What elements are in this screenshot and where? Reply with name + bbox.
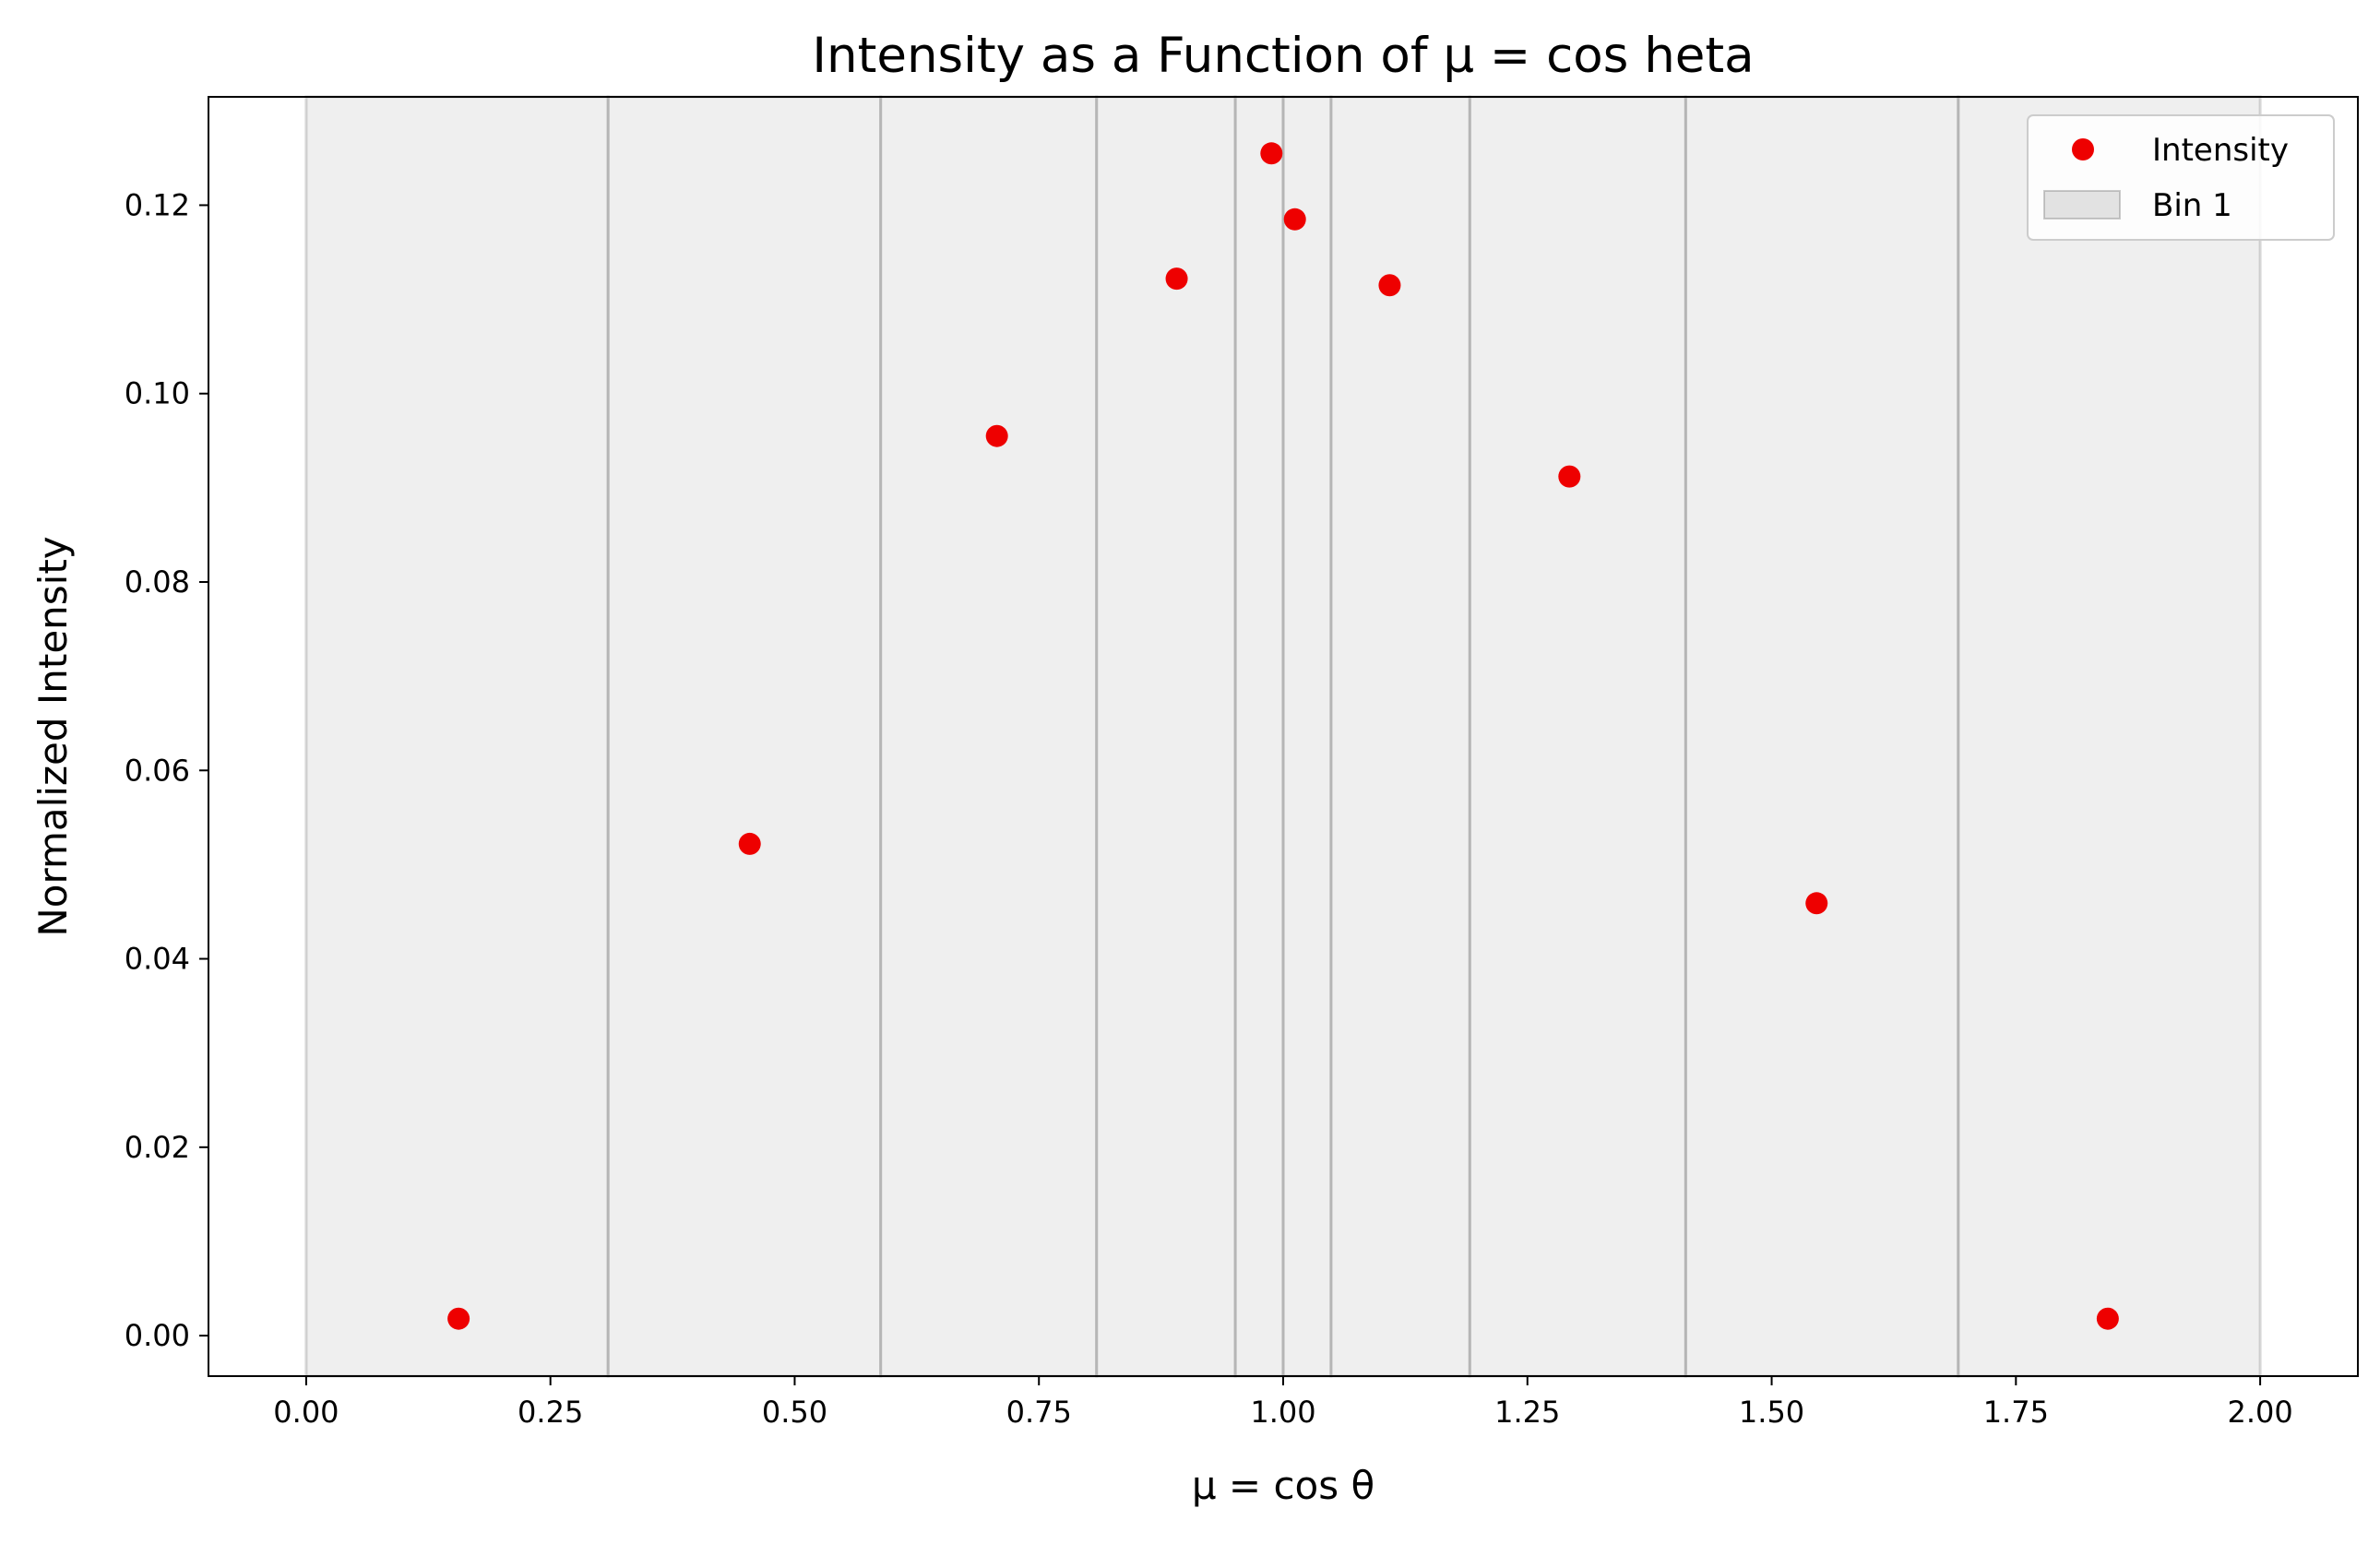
data-point [985, 424, 1008, 447]
data-point [1805, 892, 1828, 915]
bin-span [1233, 95, 1285, 1378]
data-point [2096, 1307, 2119, 1330]
y-axis-ticks: 0.00 0.02 0.04 0.06 0.08 0.10 0.12 [125, 187, 208, 1353]
y-tick-label: 0.08 [125, 564, 190, 600]
data-point [1260, 142, 1283, 165]
data-point [1378, 274, 1401, 297]
x-tick-label: 0.25 [518, 1395, 583, 1430]
y-axis-title: Normalized Intensity [30, 536, 76, 936]
bin-span [1957, 95, 2262, 1378]
data-point [447, 1307, 470, 1330]
y-tick-label: 0.02 [125, 1130, 190, 1165]
y-tick-label: 0.00 [125, 1318, 190, 1353]
scatter-points [447, 142, 2119, 1330]
x-tick-label: 1.25 [1494, 1395, 1560, 1430]
legend-label-intensity: Intensity [2152, 132, 2289, 169]
y-tick-label: 0.12 [125, 187, 190, 222]
x-axis-title: μ = cos θ [1192, 1463, 1374, 1508]
data-point [1558, 465, 1581, 488]
x-tick-label: 0.50 [762, 1395, 827, 1430]
x-axis-ticks: 0.00 0.25 0.50 0.75 1.00 1.25 1.50 1.75 2.00 [273, 1376, 2293, 1430]
legend-patch-bin [2043, 190, 2121, 220]
bin-span [606, 95, 883, 1378]
bin-span [304, 95, 610, 1378]
x-tick-label: 0.75 [1006, 1395, 1072, 1430]
x-tick-label: 1.50 [1739, 1395, 1804, 1430]
chart-title: Intensity as a Function of μ = cos heta [812, 28, 1754, 84]
bin-span [1684, 95, 1960, 1378]
x-tick-label: 1.75 [1983, 1395, 2049, 1430]
legend-marker-intensity [2072, 138, 2094, 160]
bin-span [1281, 95, 1333, 1378]
bin-span [1329, 95, 1471, 1378]
legend: Intensity Bin 1 [2027, 114, 2335, 241]
data-point [1165, 267, 1188, 291]
data-point [738, 832, 761, 855]
data-point [1283, 208, 1306, 231]
y-tick-label: 0.04 [125, 942, 190, 977]
x-tick-label: 1.00 [1250, 1395, 1315, 1430]
y-tick-label: 0.06 [125, 753, 190, 788]
legend-label-bin: Bin 1 [2152, 187, 2232, 224]
legend-box [2027, 114, 2335, 241]
x-tick-label: 2.00 [2227, 1395, 2292, 1430]
x-tick-label: 0.00 [273, 1395, 339, 1430]
bin-span [1095, 95, 1237, 1378]
y-tick-label: 0.10 [125, 376, 190, 411]
bin-span [1468, 95, 1687, 1378]
bin-spans [304, 95, 2262, 1378]
bin-span [879, 95, 1099, 1378]
